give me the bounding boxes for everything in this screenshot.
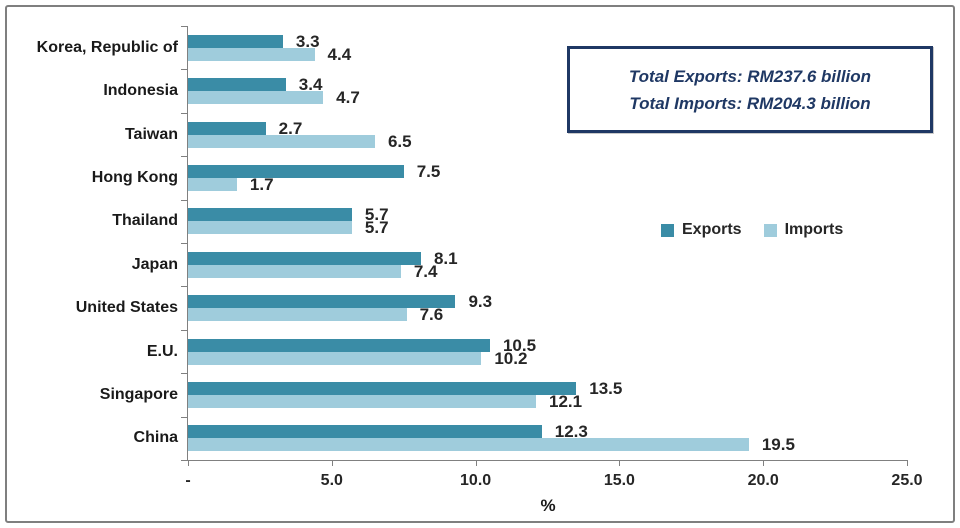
y-axis-tick	[181, 199, 187, 201]
bar-value-label-imports: 19.5	[761, 435, 795, 455]
legend-item-imports: Imports	[763, 221, 844, 239]
x-axis-tick	[188, 460, 189, 466]
total-imports-text: Total Imports: RM204.3 billion	[629, 93, 871, 113]
bar-value-label-exports: 7.5	[416, 161, 441, 181]
bar-imports	[188, 221, 352, 235]
x-tick-label: 10.0	[460, 472, 492, 489]
y-axis-tick	[181, 286, 187, 288]
bar-value-label-imports: 4.4	[327, 44, 352, 64]
x-tick-label: 5.0	[320, 472, 343, 489]
x-axis-tick	[331, 460, 333, 466]
bar-value-label-imports: 1.7	[249, 174, 274, 194]
bar-imports	[188, 394, 536, 408]
bar-value-label-imports: 7.4	[413, 261, 438, 281]
category-label: Hong Kong	[91, 168, 178, 186]
bar-value-label-exports: 13.5	[589, 378, 623, 398]
category-label: Indonesia	[103, 82, 178, 100]
bar-imports	[188, 91, 324, 105]
bar-value-label-exports: 5.7	[364, 205, 389, 225]
bar-exports	[188, 34, 283, 48]
y-axis-tick	[181, 26, 187, 27]
bar-value-label-imports: 7.6	[419, 305, 444, 325]
bar-imports	[188, 47, 315, 61]
bar-value-label-imports: 5.7	[364, 218, 389, 238]
bar-value-label-exports: 3.4	[298, 75, 323, 95]
x-tick-label: 20.0	[747, 472, 779, 489]
bar-exports	[188, 251, 421, 265]
category-label: E.U.	[146, 342, 178, 360]
bar-exports	[188, 425, 542, 439]
x-axis-tick	[475, 460, 477, 466]
bar-imports	[188, 438, 749, 452]
x-axis-line	[187, 460, 907, 461]
x-axis-tick	[619, 460, 621, 466]
bar-imports	[188, 351, 482, 365]
bar-value-label-exports: 12.3	[554, 422, 588, 442]
category-label: Taiwan	[124, 125, 178, 143]
bar-exports	[188, 381, 577, 395]
bar-imports	[188, 134, 375, 148]
bar-exports	[188, 295, 456, 309]
bar-value-label-exports: 2.7	[278, 118, 303, 138]
bar-exports	[188, 78, 286, 92]
bar-imports	[188, 264, 401, 278]
x-tick-label: 15.0	[603, 472, 635, 489]
bar-value-label-imports: 12.1	[548, 391, 583, 411]
bar-value-label-imports: 4.7	[336, 88, 360, 108]
category-label: Japan	[131, 255, 178, 273]
y-axis-tick	[181, 69, 187, 71]
x-tick-label: -	[185, 472, 191, 489]
legend-label-imports: Imports	[784, 221, 844, 238]
legend-label-exports: Exports	[682, 221, 742, 238]
category-label: China	[133, 429, 178, 447]
legend-item-exports: Exports	[661, 221, 742, 239]
bar-imports	[188, 177, 237, 191]
x-axis-unit-label: %	[540, 496, 556, 515]
x-tick-label: 25.0	[891, 472, 923, 489]
category-label: Singapore	[99, 385, 178, 403]
bar-imports	[188, 308, 407, 322]
y-axis-tick	[181, 460, 187, 461]
x-axis-tick	[907, 460, 908, 466]
category-label: Thailand	[112, 212, 178, 230]
bar-value-label-imports: 6.5	[387, 131, 412, 151]
legend: Exports Imports	[661, 221, 843, 239]
bar-value-label-exports: 9.3	[468, 292, 493, 312]
bar-value-label-exports: 3.3	[295, 31, 320, 51]
total-exports-text: Total Exports: RM237.6 billion	[628, 66, 872, 86]
bar-exports	[188, 338, 490, 352]
imports-swatch-icon	[763, 223, 777, 237]
x-axis-tick	[763, 460, 765, 466]
bar-value-label-imports: 10.2	[494, 348, 528, 368]
category-label: Korea, Republic of	[36, 38, 178, 56]
exports-swatch-icon	[661, 223, 674, 237]
y-axis-line	[187, 26, 188, 460]
y-axis-tick	[181, 112, 187, 114]
category-label: United States	[75, 299, 178, 317]
bar-value-label-exports: 8.1	[433, 248, 458, 268]
totals-info-box: Total Exports: RM237.6 billion Total Imp…	[567, 46, 933, 133]
bar-exports	[188, 121, 266, 135]
y-axis-tick	[181, 156, 187, 158]
y-axis-tick	[181, 329, 187, 331]
y-axis-tick	[181, 373, 187, 375]
y-axis-tick	[181, 243, 187, 244]
bar-exports	[188, 208, 352, 222]
bar-exports	[188, 164, 404, 178]
bar-value-label-exports: 10.5	[502, 335, 537, 355]
y-axis-tick	[181, 416, 187, 418]
